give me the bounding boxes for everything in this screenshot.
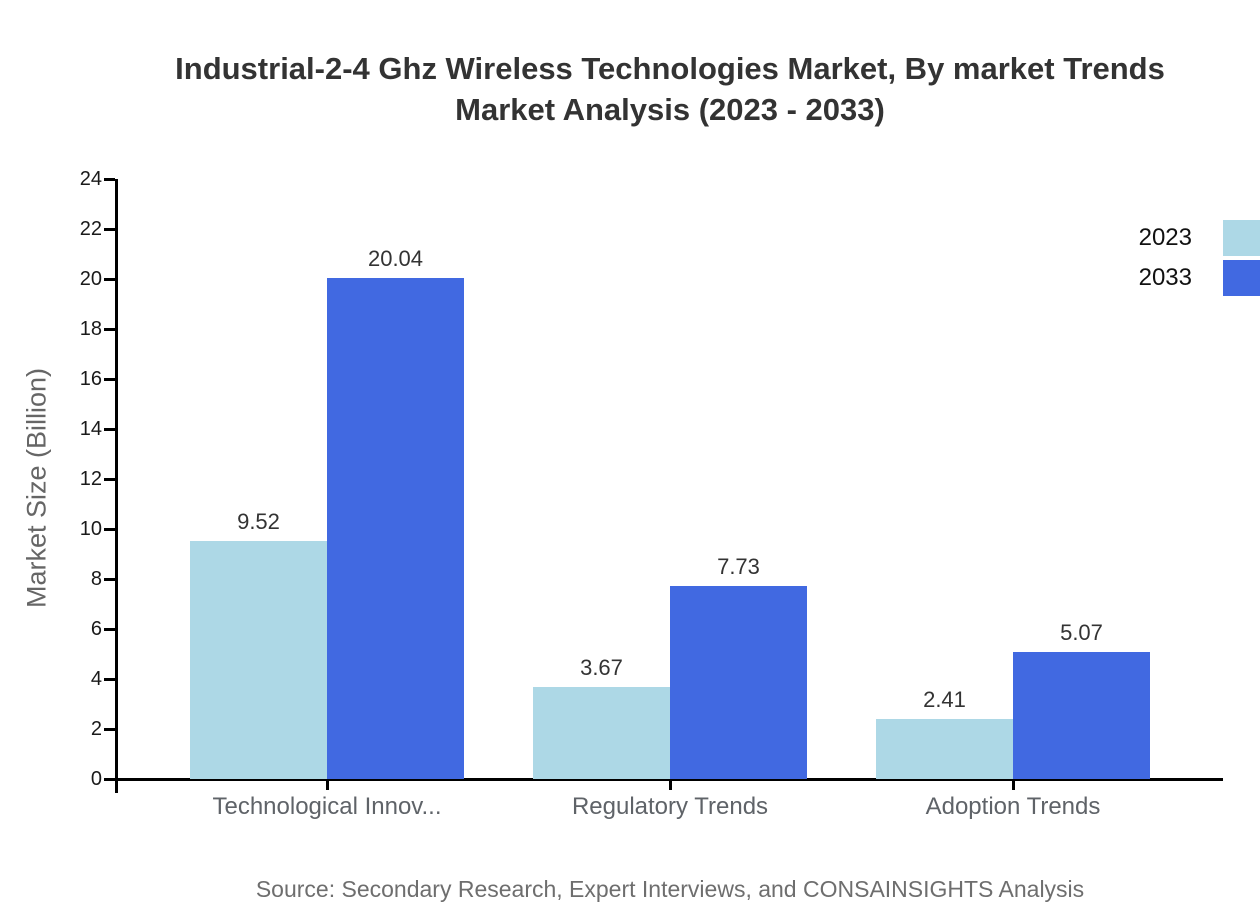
x-axis-tick (1012, 778, 1015, 790)
bar-2033 (1013, 652, 1150, 779)
category-label: Technological Innov... (212, 793, 442, 820)
legend-swatch-2033 (1223, 260, 1260, 296)
bar-value-label: 7.73 (717, 553, 760, 579)
y-axis-tick-label: 10 (79, 518, 102, 540)
bar-value-label: 20.04 (367, 246, 424, 271)
bar-2023 (190, 541, 327, 779)
bar-value-label: 9.52 (237, 509, 280, 534)
y-axis-tick (104, 478, 115, 481)
category-label: Regulatory Trends (571, 793, 769, 820)
y-axis-tick (104, 228, 115, 231)
y-axis-tick (104, 428, 115, 431)
y-axis-tick-label: 18 (79, 318, 102, 340)
y-axis-tick-label: 22 (79, 218, 102, 240)
y-axis-tick (104, 178, 115, 181)
y-axis-tick-label: 16 (79, 368, 102, 390)
bar-value-label: 2.41 (923, 686, 966, 712)
y-axis-tick-label: 6 (90, 618, 102, 640)
bar-2033 (670, 585, 807, 779)
y-axis-tick-label: 4 (90, 668, 102, 690)
x-axis-tick (326, 778, 329, 790)
y-axis-tick (104, 728, 115, 731)
y-axis-tick (104, 578, 115, 581)
y-axis-tick (104, 628, 115, 631)
y-axis-tick (104, 528, 115, 531)
y-axis-tick (104, 378, 115, 381)
y-axis-tick (104, 328, 115, 331)
chart-title-line1: Industrial-2-4 Ghz Wireless Technologies… (175, 51, 1165, 86)
y-axis-tick (104, 678, 115, 681)
bar-2023 (533, 687, 670, 779)
source-note: Source: Secondary Research, Expert Inter… (255, 876, 1085, 902)
y-axis-tick (104, 778, 115, 781)
chart-title: Industrial-2-4 Ghz Wireless Technologies… (80, 48, 1260, 130)
legend-label-2023: 2023 (1138, 224, 1192, 251)
y-axis-tick-label: 2 (90, 718, 102, 740)
legend-label-2033: 2033 (1138, 264, 1192, 291)
y-axis-tick-label: 0 (90, 768, 102, 790)
bar-value-label: 5.07 (1060, 620, 1103, 646)
chart-title-line2: Market Analysis (2023 - 2033) (455, 92, 885, 127)
y-axis-tick-label: 8 (90, 568, 102, 590)
y-axis-tick-label: 24 (79, 168, 102, 190)
bar-2033 (327, 278, 464, 779)
y-axis-tick-label: 12 (79, 468, 102, 490)
bar-value-label: 3.67 (580, 655, 623, 681)
y-axis-tick (104, 278, 115, 281)
category-label: Adoption Trends (925, 793, 1101, 820)
bar-2023 (876, 718, 1013, 779)
y-axis-tick-label: 14 (79, 418, 102, 440)
y-axis-line (115, 179, 118, 793)
x-axis-tick (669, 778, 672, 790)
legend-swatch-2023 (1223, 220, 1260, 256)
y-axis-tick-label: 20 (79, 268, 102, 290)
